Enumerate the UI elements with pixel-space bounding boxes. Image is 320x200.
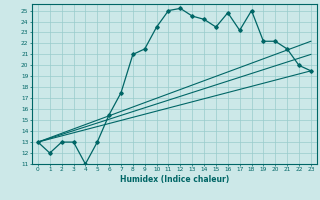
X-axis label: Humidex (Indice chaleur): Humidex (Indice chaleur) (120, 175, 229, 184)
